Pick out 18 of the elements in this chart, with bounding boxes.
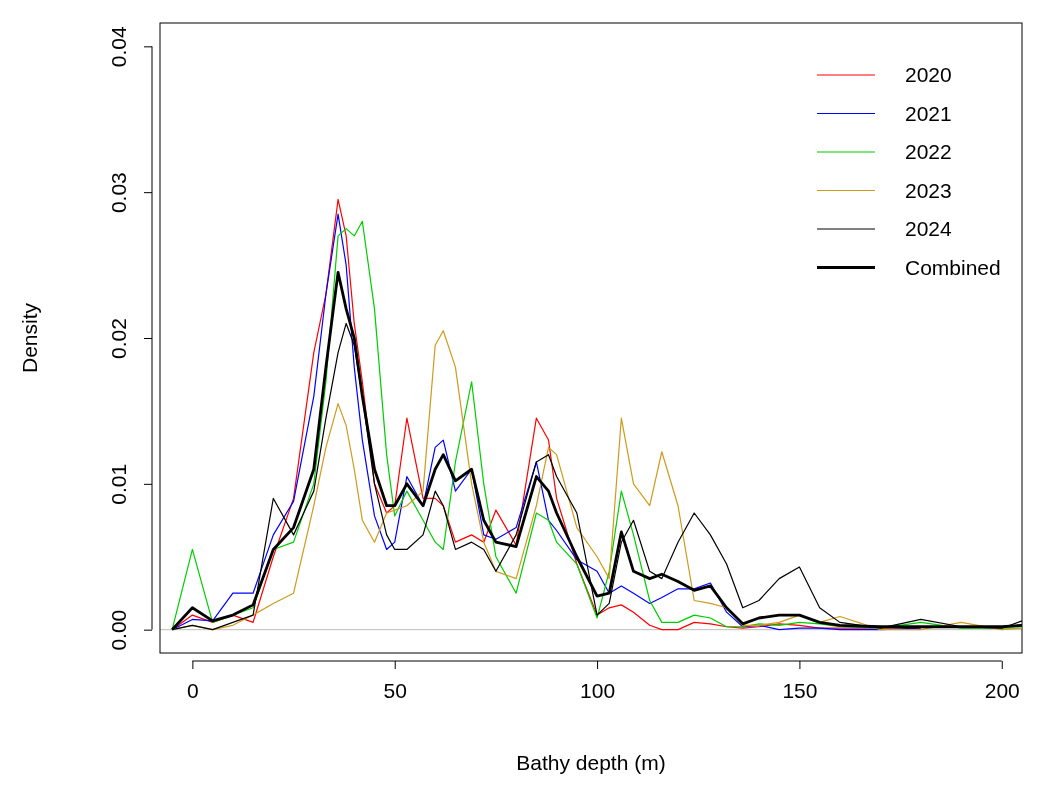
y-tick-label: 0.04 bbox=[107, 26, 130, 68]
x-tick-label: 0 bbox=[187, 679, 199, 703]
x-tick-label: 200 bbox=[984, 679, 1020, 703]
legend-label: Combined bbox=[905, 255, 1001, 279]
y-tick-label: 0.03 bbox=[107, 172, 130, 214]
y-tick-label: 0.00 bbox=[107, 609, 130, 651]
y-tick-label: 0.01 bbox=[107, 463, 130, 505]
legend-label: 2023 bbox=[905, 178, 952, 202]
x-tick-label: 150 bbox=[782, 679, 818, 703]
y-tick-label: 0.02 bbox=[107, 318, 130, 359]
legend-label: 2021 bbox=[905, 101, 952, 125]
legend-label: 2020 bbox=[905, 63, 952, 87]
x-axis-title: Bathy depth (m) bbox=[516, 751, 666, 774]
legend-label: 2022 bbox=[905, 140, 952, 164]
y-axis-title: Density bbox=[18, 302, 41, 374]
x-tick-label: 100 bbox=[580, 679, 616, 703]
x-tick-label: 50 bbox=[383, 679, 407, 703]
legend-label: 2024 bbox=[905, 217, 953, 241]
